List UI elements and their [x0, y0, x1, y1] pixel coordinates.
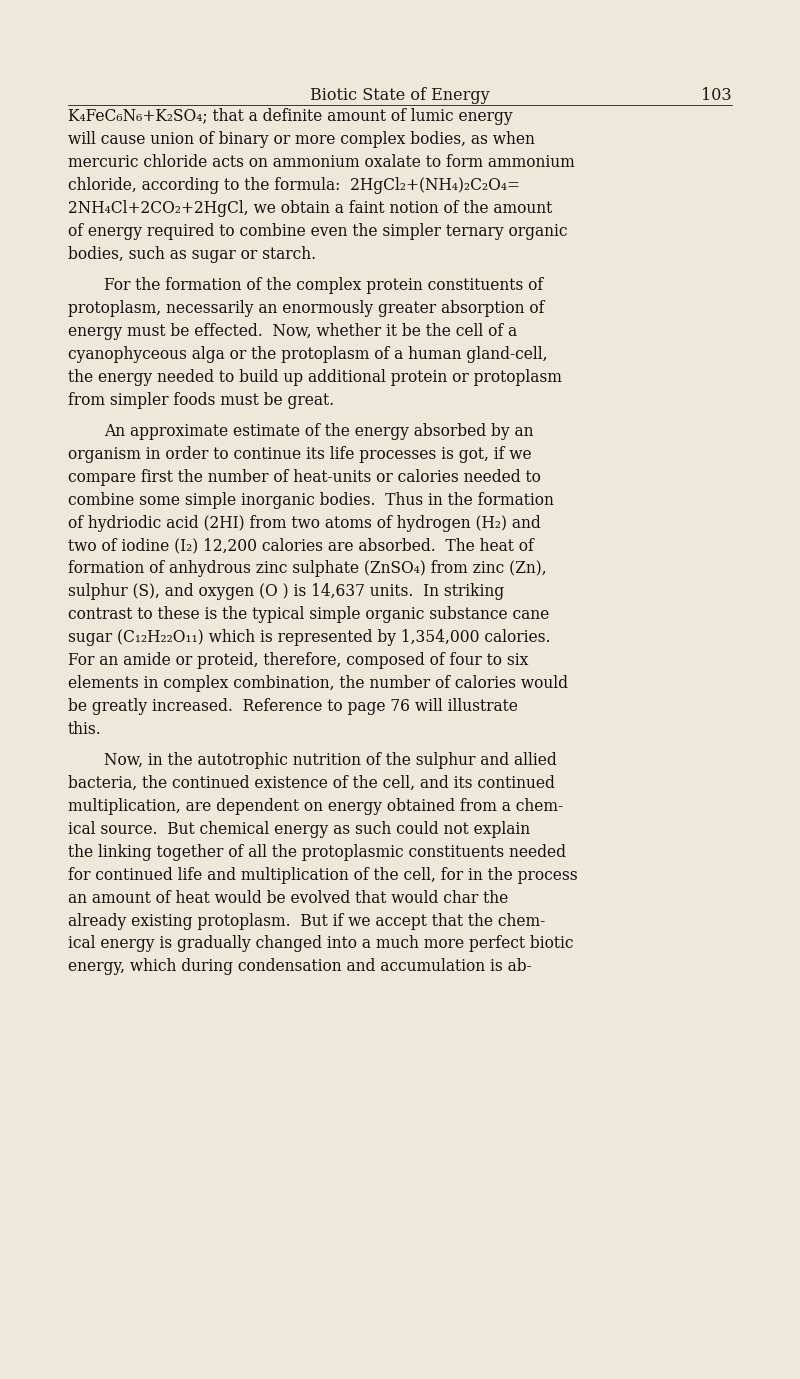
Text: mercuric chloride acts on ammonium oxalate to form ammonium: mercuric chloride acts on ammonium oxala…: [68, 154, 574, 171]
Text: from simpler foods must be great.: from simpler foods must be great.: [68, 392, 334, 408]
Text: combine some simple inorganic bodies.  Thus in the formation: combine some simple inorganic bodies. Th…: [68, 492, 554, 509]
Text: cyanophyceous alga or the protoplasm of a human gland-cell,: cyanophyceous alga or the protoplasm of …: [68, 346, 547, 363]
Text: protoplasm, necessarily an enormously greater absorption of: protoplasm, necessarily an enormously gr…: [68, 301, 544, 317]
Text: energy, which during condensation and accumulation is ab-: energy, which during condensation and ac…: [68, 958, 532, 975]
Text: sugar (C₁₂H₂₂O₁₁) which is represented by 1,354,000 calories.: sugar (C₁₂H₂₂O₁₁) which is represented b…: [68, 629, 550, 647]
Text: the linking together of all the protoplasmic constituents needed: the linking together of all the protopla…: [68, 844, 566, 860]
Text: this.: this.: [68, 721, 102, 738]
Text: sulphur (S), and oxygen (O ) is 14,637 units.  In striking: sulphur (S), and oxygen (O ) is 14,637 u…: [68, 583, 504, 600]
Text: of energy required to combine even the simpler ternary organic: of energy required to combine even the s…: [68, 223, 567, 240]
Text: K₄FeC₆N₆+K₂SO₄; that a definite amount of lumic energy: K₄FeC₆N₆+K₂SO₄; that a definite amount o…: [68, 109, 513, 125]
Text: An approximate estimate of the energy absorbed by an: An approximate estimate of the energy ab…: [104, 423, 534, 440]
Text: contrast to these is the typical simple organic substance cane: contrast to these is the typical simple …: [68, 607, 550, 623]
Text: formation of anhydrous zinc sulphate (ZnSO₄) from zinc (Zn),: formation of anhydrous zinc sulphate (Zn…: [68, 560, 546, 578]
Text: for continued life and multiplication of the cell, for in the process: for continued life and multiplication of…: [68, 866, 578, 884]
Text: will cause union of binary or more complex bodies, as when: will cause union of binary or more compl…: [68, 131, 535, 149]
Text: be greatly increased.  Reference to page 76 will illustrate: be greatly increased. Reference to page …: [68, 698, 518, 714]
Text: multiplication, are dependent on energy obtained from a chem-: multiplication, are dependent on energy …: [68, 798, 563, 815]
Text: chloride, according to the formula:  2HgCl₂+(NH₄)₂C₂O₄=: chloride, according to the formula: 2HgC…: [68, 177, 520, 194]
Text: 2NH₄Cl+2CO₂+2HgCl, we obtain a faint notion of the amount: 2NH₄Cl+2CO₂+2HgCl, we obtain a faint not…: [68, 200, 552, 217]
Text: For the formation of the complex protein constituents of: For the formation of the complex protein…: [104, 277, 543, 294]
Text: bodies, such as sugar or starch.: bodies, such as sugar or starch.: [68, 245, 316, 263]
Text: Biotic State of Energy: Biotic State of Energy: [310, 87, 490, 103]
Text: already existing protoplasm.  But if we accept that the chem-: already existing protoplasm. But if we a…: [68, 913, 546, 929]
Text: Now, in the autotrophic nutrition of the sulphur and allied: Now, in the autotrophic nutrition of the…: [104, 752, 557, 769]
Text: organism in order to continue its life processes is got, if we: organism in order to continue its life p…: [68, 445, 532, 463]
Text: of hydriodic acid (2HI) from two atoms of hydrogen (H₂) and: of hydriodic acid (2HI) from two atoms o…: [68, 514, 541, 531]
Text: an amount of heat would be evolved that would char the: an amount of heat would be evolved that …: [68, 889, 508, 906]
Text: ical source.  But chemical energy as such could not explain: ical source. But chemical energy as such…: [68, 821, 530, 838]
Text: 103: 103: [702, 87, 732, 103]
Text: energy must be effected.  Now, whether it be the cell of a: energy must be effected. Now, whether it…: [68, 323, 517, 341]
Text: the energy needed to build up additional protein or protoplasm: the energy needed to build up additional…: [68, 368, 562, 386]
Text: elements in complex combination, the number of calories would: elements in complex combination, the num…: [68, 674, 568, 692]
Text: For an amide or proteid, therefore, composed of four to six: For an amide or proteid, therefore, comp…: [68, 652, 528, 669]
Text: two of iodine (I₂) 12,200 calories are absorbed.  The heat of: two of iodine (I₂) 12,200 calories are a…: [68, 538, 534, 554]
Text: compare first the number of heat-units or calories needed to: compare first the number of heat-units o…: [68, 469, 541, 485]
Text: ical energy is gradually changed into a much more perfect biotic: ical energy is gradually changed into a …: [68, 935, 574, 953]
Text: bacteria, the continued existence of the cell, and its continued: bacteria, the continued existence of the…: [68, 775, 555, 792]
